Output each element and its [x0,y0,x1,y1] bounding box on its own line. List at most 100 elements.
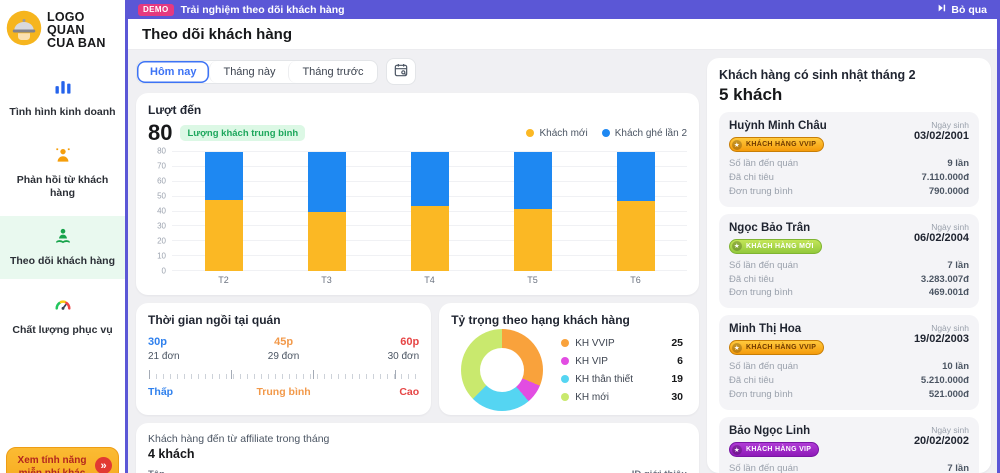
visits-chart-plot: 0 10 20 30 40 50 60 70 80 [157,147,687,276]
bar-T5 [513,152,552,271]
stat-row-total-spent: Đã chi tiêu 7.110.000đ [729,171,969,185]
birthday-label: Ngày sinh [931,221,969,232]
stat-label: Đơn trung bình [729,389,793,401]
period-segmented-control: Hôm nay Tháng này Tháng trước [136,59,378,84]
customer-card-header: Bảo Ngọc Linh ★ Khách hàng VIP Ngày sinh 20/… [729,424,969,458]
app-logo: LOGO QUAN CUA BAN [0,10,125,51]
birthday-panel-title: Khách hàng có sinh nhật tháng 2 [719,68,916,82]
restaurant-cloche-logo-icon [6,10,42,51]
view-free-features-button[interactable]: Xem tính năng miễn phí khác » [6,447,119,473]
sidebar-item-3[interactable]: Chất lượng phục vụ [0,285,125,347]
skip-demo-button[interactable]: Bỏ qua [937,3,987,16]
customer-tier-card: Tỷ trọng theo hạng khách hàng KH VVIP 25 K… [439,303,699,415]
stat-label: Đã chi tiêu [729,375,774,387]
legend-label: Khách ghé lần 2 [614,127,687,139]
tier-value: 6 [677,355,683,367]
birthday-customer-count: 5 khách [719,85,783,104]
legend-item: Khách ghé lần 2 [601,127,687,139]
y-tick-label: 40 [157,206,166,216]
sidebar-menu: Tình hình kinh doanh Phản hồi từ khách hà… [0,67,125,347]
demo-banner-title: Trải nghiệm theo dõi khách hàng [180,3,345,16]
stat-value: 7.110.000đ [921,172,969,184]
customer-name: Bảo Ngọc Linh [729,424,811,437]
stat-value: 7 lần [947,259,969,271]
customer-tier-title: Tỷ trọng theo hạng khách hàng [451,313,630,327]
customer-tier-badge: ★ Khách hàng VVIP [729,340,825,356]
tab-2[interactable]: Tháng trước [288,60,376,83]
visits-chart-header: 80 Lượng khách trung bình Khách mới Khách… [148,120,687,146]
time-value: 45p [274,336,294,348]
customer-stats: Số lần đến quán 10 lần Đã chi tiêu 5.210.00… [729,360,969,401]
customer-tier-label: Khách hàng mới [746,242,814,250]
tier-value: 30 [671,391,683,403]
bar-segment-new [410,205,449,271]
time-value: 60p [400,336,420,348]
stat-value: 521.000đ [928,389,969,401]
tier-medal-icon: ★ [732,139,742,150]
birthday-label: Ngày sinh [931,120,969,130]
birthday-label: Ngày sinh [931,323,969,334]
tier-medal-icon: ★ [732,342,742,353]
visits-chart-plot-wrap: 0 10 20 30 40 50 60 70 80 T2 T3 T4 T5 T6 [148,147,687,285]
stat-row-visit-count: Số lần đến quán 7 lần [729,462,969,473]
sitting-time-title: Thời gian ngồi tại quán [148,313,281,327]
time-orders: 29 đơn [267,351,300,362]
bar-segment-return [204,152,243,200]
y-tick-label: 0 [161,266,166,276]
stat-value: 469.001đ [928,287,969,299]
visits-chart-card: Lượt đến 80 Lượng khách trung bình Khách… [136,93,699,295]
bar-segment-return [513,152,552,209]
time-level-label: Cao [399,386,420,398]
stat-row-average-order: Đơn trung bình 469.001đ [729,286,969,300]
main-column: Hôm nay Tháng này Tháng trước Lượt [136,58,699,473]
y-tick-label: 30 [157,221,166,231]
calendar-search-icon [393,62,409,81]
bar-chart-icon [53,77,73,102]
tier-dot [561,357,570,365]
stat-value: 3.283.007đ [920,273,969,285]
y-tick-label: 20 [157,236,166,246]
average-visits-value: 80 [148,120,173,145]
demo-banner: DEMO Trải nghiệm theo dõi khách hàng Bỏ … [128,0,997,19]
tab-0[interactable]: Hôm nay [137,61,209,83]
stat-label: Đã chi tiêu [729,273,774,285]
stat-value: 7 lần [947,463,969,473]
customer-tier-body: KH VVIP 25 KH VIP 6 KH thân thiết 19 KH mới 30 [451,327,687,411]
bar-T2 [204,152,243,271]
bar-T3 [307,152,346,271]
sidebar-item-0[interactable]: Tình hình kinh doanh [0,67,125,129]
visits-chart-xaxis: T2 T3 T4 T5 T6 [172,271,687,285]
y-tick-label: 10 [157,251,166,261]
tab-1[interactable]: Tháng này [209,60,288,83]
stat-row-visit-count: Số lần đến quán 7 lần [729,259,969,273]
sidebar-item-2[interactable]: Theo dõi khách hàng [0,216,125,279]
sidebar: LOGO QUAN CUA BAN Tình hình kinh doanh Ph… [0,0,125,473]
sidebar-item-1[interactable]: Phản hồi từ khách hàng [0,135,125,210]
customer-tier-badge: ★ Khách hàng VIP [729,442,820,458]
customer-name: Ngọc Bảo Trân [729,221,811,234]
customer-tier-legend: KH VVIP 25 KH VIP 6 KH thân thiết 19 KH mới 30 [561,337,683,403]
tier-value: 19 [671,373,683,385]
tier-label: KH VIP [575,355,608,367]
average-visits-badge: Lượng khách trung bình [180,125,306,141]
birthday-value: 20/02/2002 [913,434,969,447]
birthday-value: 06/02/2004 [913,231,969,244]
x-tick-label: T3 [321,275,332,285]
customer-card: Bảo Ngọc Linh ★ Khách hàng VIP Ngày sinh 20/… [719,416,979,473]
customer-stats: Số lần đến quán 7 lần Đã chi tiêu 3.283.007… [729,259,969,300]
y-tick-label: 60 [157,176,166,186]
customer-birthday-block: Ngày sinh 06/02/2004 [914,222,969,244]
period-filter-row: Hôm nay Tháng này Tháng trước [136,58,699,85]
sidebar-item-label: Phản hồi từ khách hàng [16,174,109,200]
stat-row-visit-count: Số lần đến quán 9 lần [729,157,969,171]
metrics-row: Thời gian ngồi tại quán 30p 45p 60p 21 đơn 2… [136,303,699,415]
customer-tier-label: Khách hàng VVIP [746,141,817,149]
tier-legend-row: KH mới 30 [561,391,683,403]
x-tick-label: T4 [424,275,435,285]
calendar-picker-button[interactable] [385,58,416,85]
feedback-icon [53,145,73,170]
tier-medal-icon: ★ [732,241,742,252]
stat-row-average-order: Đơn trung bình 790.000đ [729,185,969,199]
customer-tier-badge: ★ Khách hàng VVIP [729,137,825,153]
